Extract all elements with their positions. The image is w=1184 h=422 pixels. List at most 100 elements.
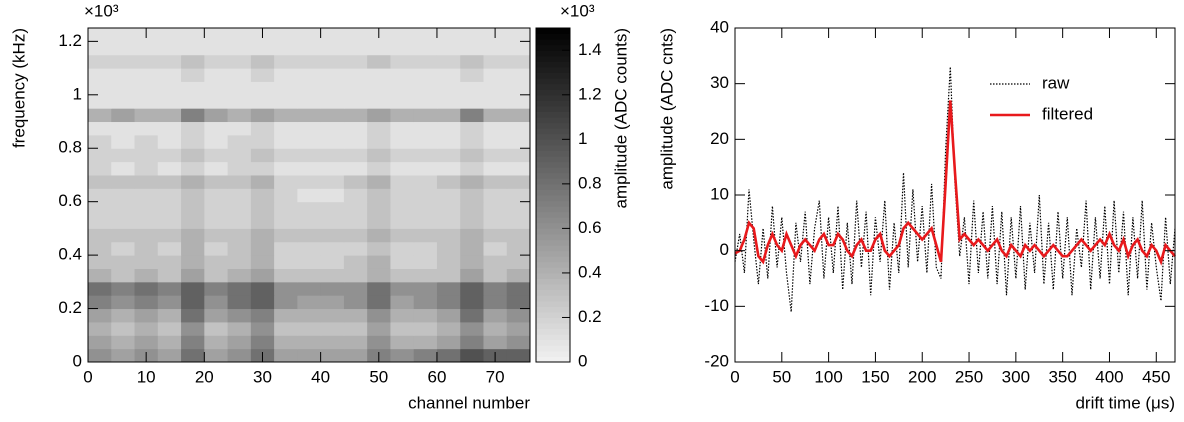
- heatmap-cell: [413, 308, 438, 323]
- heatmap-cell: [460, 41, 484, 56]
- heatmap-cell: [250, 108, 275, 123]
- heatmap-cell: [157, 81, 182, 96]
- heatmap-cell: [297, 348, 322, 363]
- heatmap-cell: [297, 41, 322, 56]
- heatmap-cell: [367, 308, 391, 323]
- heatmap-cell: [88, 255, 112, 269]
- x-axis-title: drift time (μs): [1075, 393, 1175, 412]
- heatmap-cell: [413, 121, 438, 136]
- heatmap-cell: [157, 161, 182, 176]
- heatmap-cell: [181, 174, 205, 189]
- heatmap-cell: [227, 321, 252, 336]
- heatmap-cell: [88, 228, 112, 243]
- heatmap-cell: [367, 68, 391, 82]
- z-tick-label: 0.6: [578, 218, 602, 237]
- heatmap-cell: [88, 41, 112, 56]
- heatmap-cell: [250, 54, 275, 69]
- heatmap-cell: [134, 161, 159, 176]
- heatmap-cell: [320, 321, 345, 336]
- heatmap-cell: [227, 295, 252, 310]
- heatmap-cell: [111, 335, 136, 350]
- heatmap-cell: [111, 174, 136, 189]
- colorbar-step: [536, 245, 570, 252]
- heatmap-cell: [204, 321, 229, 336]
- y-tick-label: 40: [710, 17, 729, 36]
- heatmap-cell: [250, 94, 275, 109]
- colorbar-step: [536, 222, 570, 229]
- heatmap-cell: [157, 215, 182, 229]
- colorbar-step: [536, 284, 570, 291]
- heatmap-cell: [320, 241, 345, 256]
- plot-frame: [87, 27, 531, 363]
- heatmap-cell: [506, 321, 531, 336]
- colorbar-step: [536, 300, 570, 307]
- heatmap-cell: [181, 68, 205, 82]
- heatmap-cell: [227, 148, 252, 163]
- heatmap-cell: [134, 241, 159, 256]
- heatmap-cell: [250, 174, 275, 189]
- heatmap-cell: [134, 121, 159, 136]
- heatmap-cell: [343, 321, 368, 336]
- colorbar-step: [536, 278, 570, 285]
- heatmap-cell: [436, 28, 461, 42]
- heatmap-cell: [111, 281, 136, 296]
- z-tick-label: 0.4: [578, 262, 602, 281]
- heatmap-cell: [320, 94, 345, 109]
- heatmap-cell: [320, 335, 345, 350]
- heatmap-cell: [134, 215, 159, 229]
- x-tick-label: 350: [1048, 367, 1076, 386]
- heatmap-cell: [460, 134, 484, 149]
- y-axis-title: amplitude (ADC cnts): [657, 28, 676, 190]
- heatmap-cell: [343, 295, 368, 310]
- heatmap-cell: [320, 348, 345, 363]
- heatmap-cell: [460, 281, 484, 296]
- heatmap-cell: [390, 54, 415, 69]
- heatmap-cell: [157, 134, 182, 149]
- heatmap-cell: [134, 188, 159, 203]
- heatmap-cell: [320, 28, 345, 42]
- heatmap-cell: [181, 295, 205, 310]
- heatmap-cell: [157, 28, 182, 42]
- plot-frame: [734, 27, 1176, 363]
- colorbar-step: [536, 144, 570, 151]
- heatmap-cell: [88, 321, 112, 336]
- heatmap-cell: [134, 108, 159, 123]
- heatmap-cell: [181, 81, 205, 96]
- heatmap-cell: [506, 121, 531, 136]
- heatmap-cell: [274, 188, 298, 203]
- heatmap-cell: [88, 134, 112, 149]
- heatmap-cell: [506, 281, 531, 296]
- colorbar-step: [536, 323, 570, 330]
- heatmap-cell: [88, 121, 112, 136]
- x-tick-label: 20: [195, 367, 214, 386]
- colorbar-step: [536, 356, 570, 363]
- heatmap-cell: [111, 241, 136, 256]
- heatmap-cell: [506, 81, 531, 96]
- heatmap-cell: [460, 201, 484, 216]
- heatmap-cell: [227, 28, 252, 42]
- heatmap-cell: [390, 321, 415, 336]
- heatmap-cell: [506, 134, 531, 149]
- heatmap-cell: [297, 161, 322, 176]
- heatmap-cell: [297, 215, 322, 229]
- heatmap-cell: [88, 148, 112, 163]
- heatmap-cell: [506, 94, 531, 109]
- heatmap-cell: [320, 268, 345, 283]
- series-line: [734, 100, 1176, 266]
- heatmap-cell: [111, 321, 136, 336]
- z-scale-label: ×10³: [560, 1, 595, 20]
- heatmap-cell: [367, 174, 391, 189]
- heatmap-cell: [506, 335, 531, 350]
- heatmap-cell: [343, 28, 368, 42]
- heatmap-cell: [297, 148, 322, 163]
- heatmap-cell: [297, 28, 322, 42]
- colorbar-step: [536, 44, 570, 51]
- x-tick-label: 30: [253, 367, 272, 386]
- heatmap-cell: [88, 54, 112, 69]
- x-tick-label: 450: [1142, 367, 1170, 386]
- heatmap-cell: [134, 321, 159, 336]
- heatmap-cell: [460, 241, 484, 256]
- heatmap-cell: [157, 148, 182, 163]
- heatmap-cell: [297, 108, 322, 123]
- heatmap-cell: [274, 268, 298, 283]
